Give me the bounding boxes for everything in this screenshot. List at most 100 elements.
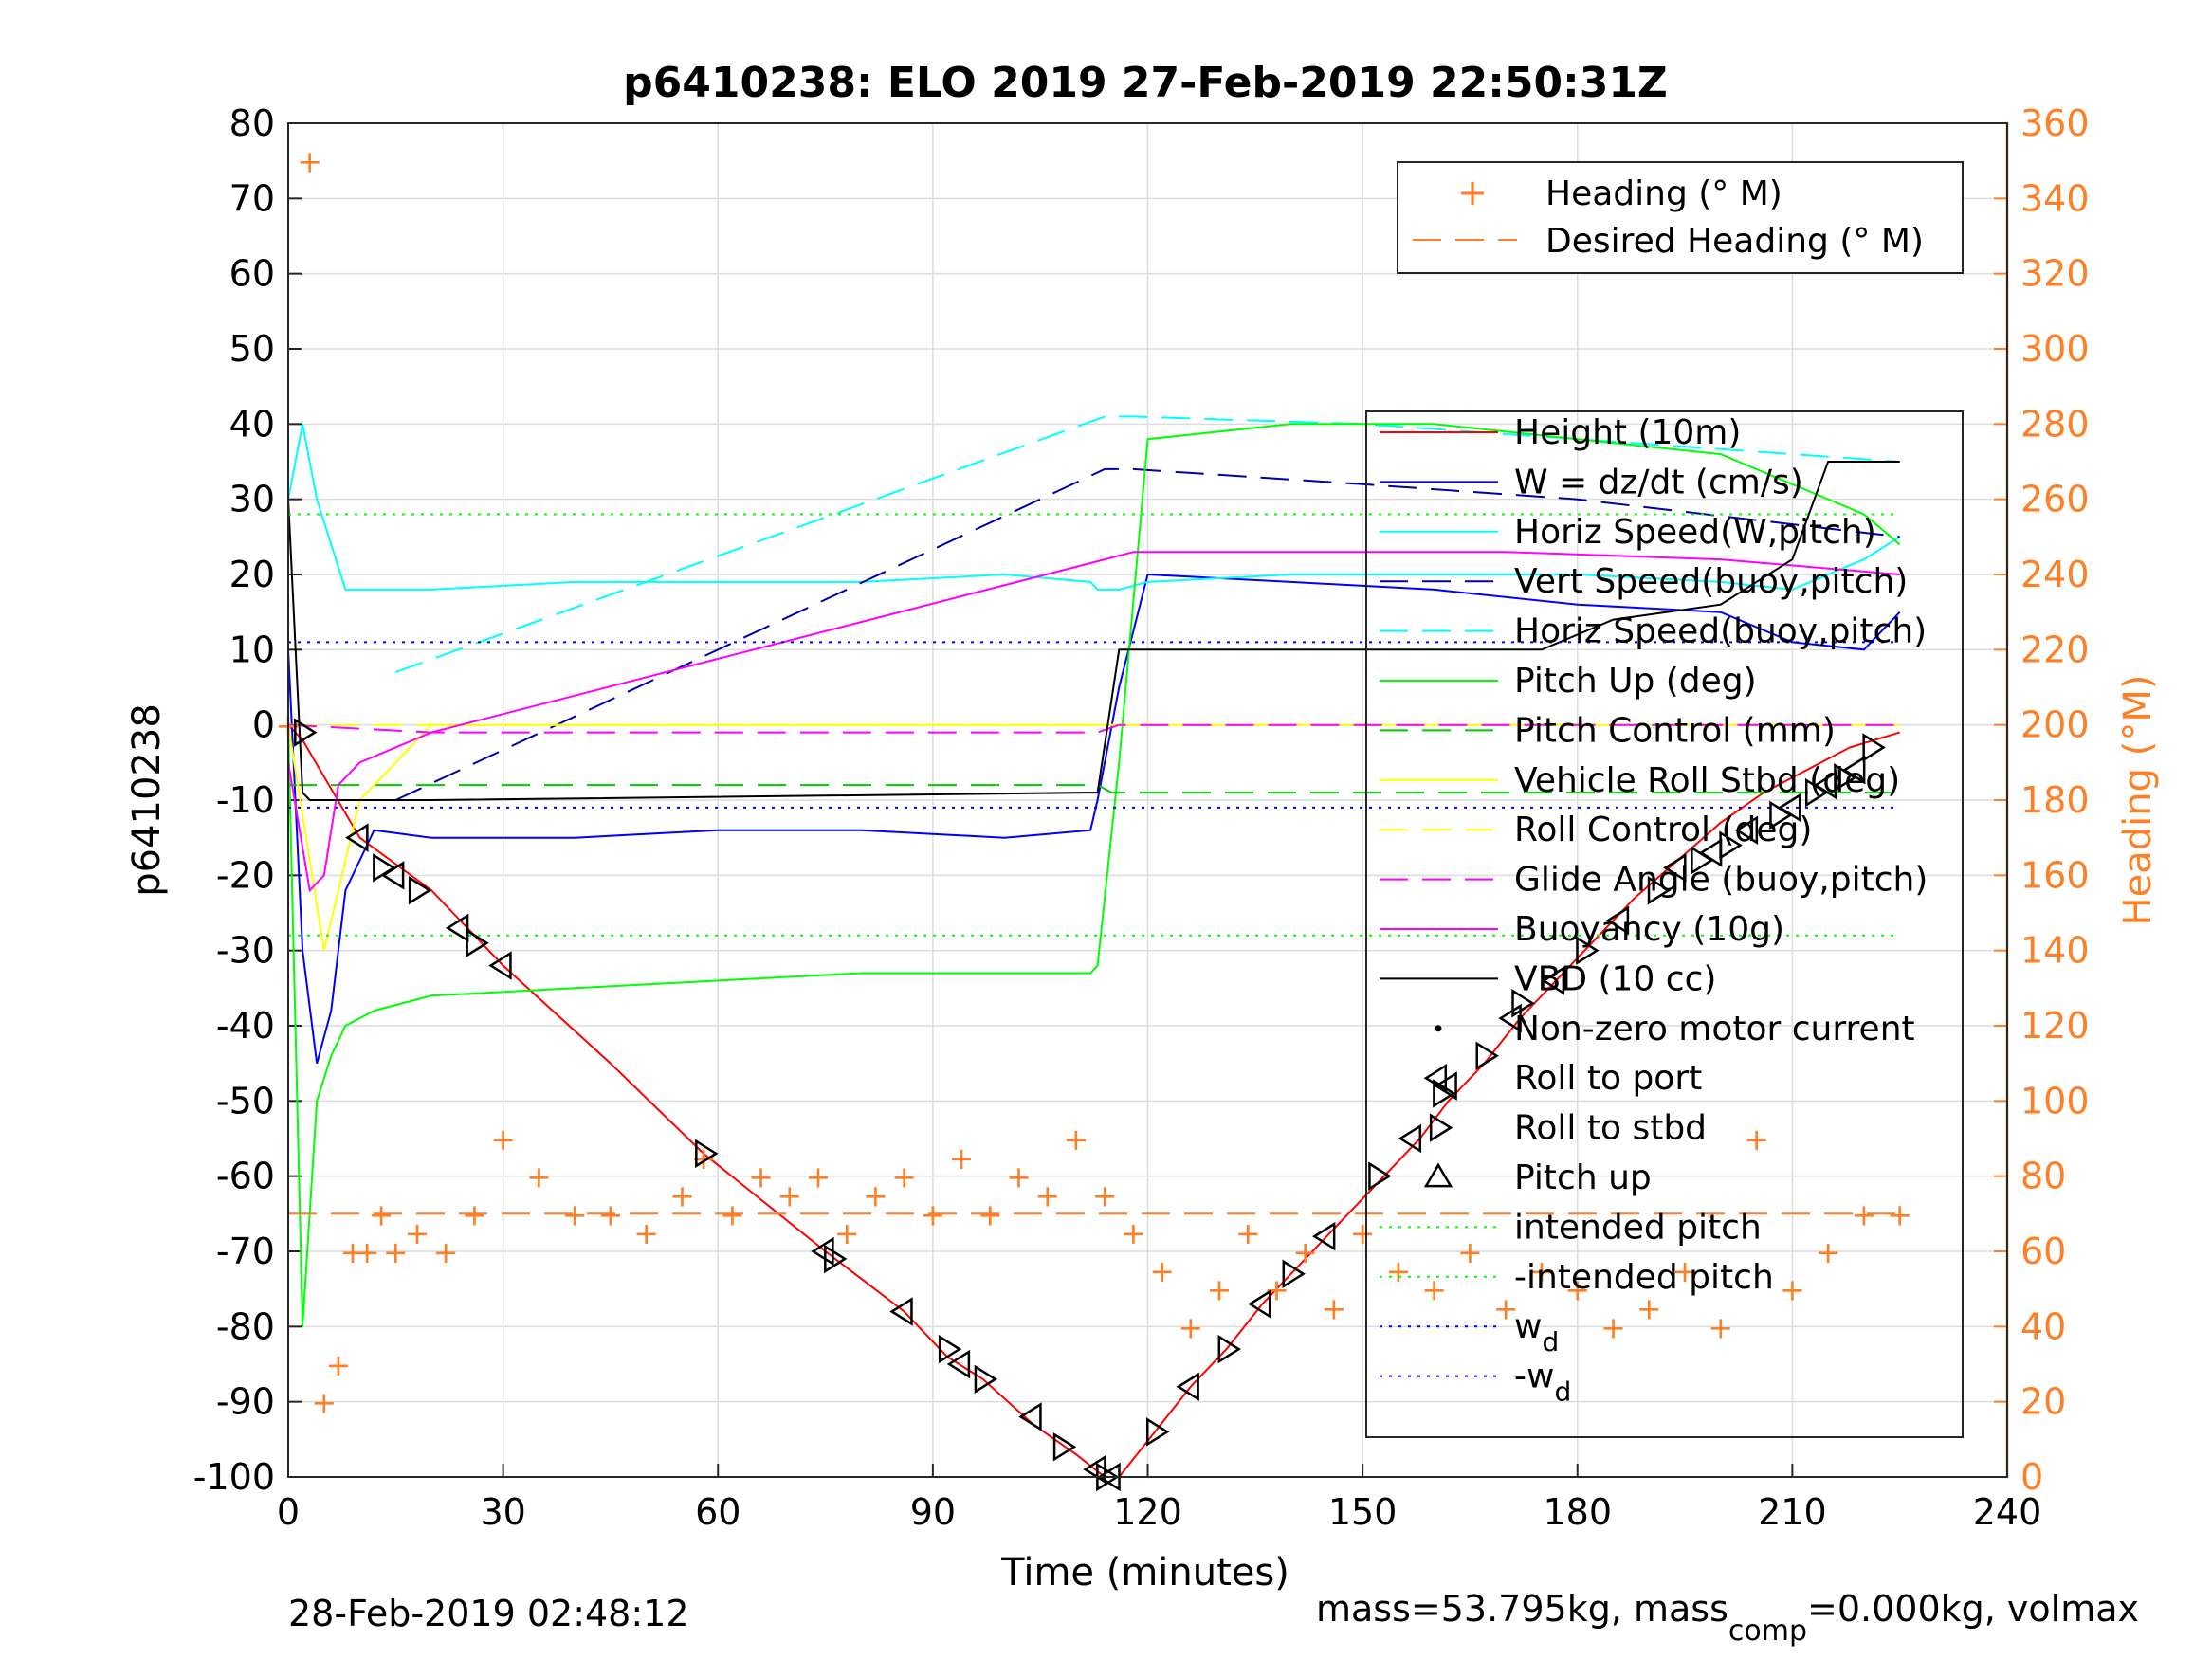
- legend-item-w-d-label: -wd: [1514, 1358, 1571, 1408]
- heading-point: +: [433, 1234, 459, 1270]
- roll-stbd-marker: [1862, 733, 1886, 762]
- legend-item-intended-pitch-label: -intended pitch: [1514, 1258, 1774, 1297]
- roll-stbd-marker: [824, 1244, 848, 1274]
- y2-tick-label: 140: [2020, 930, 2090, 972]
- y-tick-label: -80: [216, 1305, 275, 1347]
- heading-point: +: [1034, 1178, 1060, 1214]
- legend-desired-heading-label: Desired Heading (° M): [1545, 222, 1924, 261]
- roll-stbd-marker: [1576, 936, 1600, 965]
- x-tick-label: 210: [1758, 1491, 1827, 1533]
- heading-point: +: [1816, 1234, 1841, 1270]
- legend-item-horiz-speed-w-pitch-label: Horiz Speed(W,pitch): [1514, 513, 1876, 552]
- legend-item-pitch-up-swatch: [1423, 1162, 1453, 1188]
- legend-item-vert-speed-buoy-pitch-label: Vert Speed(buoy,pitch): [1514, 562, 1908, 601]
- roll-port-marker: [1842, 756, 1866, 785]
- roll-port-marker: [1734, 815, 1759, 845]
- roll-stbd-marker: [695, 1139, 719, 1169]
- y-tick-label: 50: [229, 328, 275, 370]
- heading-point: +: [1350, 1215, 1376, 1251]
- series-line-vehicle-roll-stbd-deg: [287, 723, 1900, 951]
- heading-point: +: [1064, 1121, 1089, 1158]
- y2-tick-labels: 3603403203002802602402202001801601401201…: [2020, 102, 2090, 1498]
- legend-wd-text: w: [1514, 1307, 1542, 1346]
- y-tick-label: -50: [216, 1080, 275, 1121]
- x-tick-label: 30: [480, 1491, 525, 1533]
- heading-point: +: [1121, 1215, 1146, 1251]
- y-tick-label: -90: [216, 1381, 275, 1423]
- legend-item-roll-to-port-swatch: [1423, 1063, 1448, 1093]
- heading-point: +: [633, 1215, 659, 1251]
- heading-point: +: [669, 1178, 695, 1214]
- x-axis-label: Time (minutes): [1000, 1551, 1289, 1595]
- y-tick-label: -10: [216, 779, 275, 821]
- roll-stbd-marker: [1475, 1041, 1499, 1070]
- y2-tick-label: 320: [2020, 253, 2090, 295]
- y-axis-label: p6410238: [125, 703, 169, 897]
- heading-point: +: [1564, 1272, 1590, 1308]
- roll-stbd-marker: [1719, 830, 1743, 860]
- roll-stbd-marker: [1282, 1259, 1306, 1289]
- heading-point: +: [1744, 1121, 1769, 1158]
- legend-item-roll-to-port-label: Roll to port: [1514, 1059, 1702, 1098]
- roll-stbd-marker: [294, 718, 318, 747]
- y-tick-labels: 80 70 60 50 40 30 20 10 0 -10 -20 -30 -40 -50 -60 -70 -8…: [193, 102, 275, 1498]
- footer-timestamp: 28-Feb-2019 02:48:12: [288, 1593, 689, 1634]
- heading-point: +: [1421, 1272, 1447, 1308]
- roll-port-marker: [1541, 966, 1565, 995]
- heading-point: +: [1600, 1309, 1626, 1345]
- x-tick-labels: 0 30 60 90 120 150 180 210 240: [277, 1491, 2041, 1533]
- heading-point: +: [1264, 1272, 1289, 1308]
- heading-point: +: [1852, 1196, 1877, 1232]
- heading-point: +: [1178, 1309, 1203, 1345]
- heading-point: +: [562, 1196, 588, 1232]
- heading-point: +: [1292, 1234, 1318, 1270]
- legend-item-non-zero-motor-current-swatch: [1435, 1025, 1442, 1032]
- y-tick-label: 30: [229, 479, 275, 520]
- series-line-vbd-10-cc: [287, 461, 1900, 801]
- y2-tick-label: 60: [2020, 1231, 2066, 1272]
- legend-item-intended-pitch-label: intended pitch: [1514, 1208, 1762, 1247]
- roll-stbd-marker: [1217, 1334, 1241, 1364]
- heading-point: +: [1887, 1196, 1912, 1232]
- roll-port-marker: [1018, 1402, 1042, 1431]
- y2-tick-label: 20: [2020, 1381, 2066, 1423]
- y2-tick-label: 220: [2020, 629, 2090, 670]
- roll-stbd-marker: [974, 1364, 998, 1395]
- roll-port-marker: [1605, 905, 1630, 936]
- footer-mass-text: mass=53.795kg, mass: [1316, 1588, 1728, 1630]
- legend-wd-sub: d: [1542, 1326, 1559, 1358]
- legend-main: Height (10m) W = dz/dt (cm/s) Horiz Speed(…: [1365, 410, 1964, 1438]
- roll-port-marker: [488, 951, 512, 980]
- heading-point: +: [1673, 1253, 1698, 1289]
- heading-point: +: [1006, 1159, 1032, 1195]
- y2-tick-label: 240: [2020, 554, 2090, 595]
- x-tick-label: 90: [910, 1491, 956, 1533]
- roll-stbd-marker: [1368, 1161, 1392, 1191]
- heading-point: +: [1493, 1291, 1519, 1327]
- legend-item-roll-to-stbd-label: Roll to stbd: [1514, 1109, 1707, 1148]
- series-layer: ++++++++++++++ ++++++++++++++++++++++++++…: [276, 144, 1912, 1478]
- legend-heading-marker: +: [1457, 172, 1488, 213]
- y2-tick-label: 40: [2020, 1305, 2066, 1347]
- heading-point: +: [1636, 1291, 1662, 1327]
- heading-point: +: [720, 1196, 745, 1232]
- roll-stbd-marker: [408, 875, 432, 905]
- y-tick-label: -30: [216, 930, 275, 972]
- y2-tick-label: 120: [2020, 1005, 2090, 1047]
- roll-port-marker: [1176, 1372, 1199, 1402]
- y-tick-label: 80: [229, 102, 275, 144]
- y-tick-label: -100: [193, 1456, 275, 1498]
- series-line-glide-angle-buoy-pitch: [287, 723, 1900, 734]
- plot-frame: [287, 122, 2008, 1478]
- heading-point: +: [891, 1159, 917, 1195]
- heading-point: +: [1092, 1178, 1118, 1214]
- heading-point: +: [297, 144, 322, 180]
- x-tick-label: 0: [277, 1491, 300, 1533]
- series-line-horiz-speed-buoy-pitch: [394, 415, 1900, 674]
- heading-point: +: [490, 1121, 516, 1158]
- heading-point: +: [1457, 1234, 1483, 1270]
- roll-port-marker: [1778, 793, 1801, 823]
- legend-item-vbd-10-cc-label: VBD (10 cc): [1514, 959, 1716, 998]
- legend-heading-label: Heading (° M): [1545, 174, 1782, 213]
- y2-tick-label: 200: [2020, 704, 2090, 746]
